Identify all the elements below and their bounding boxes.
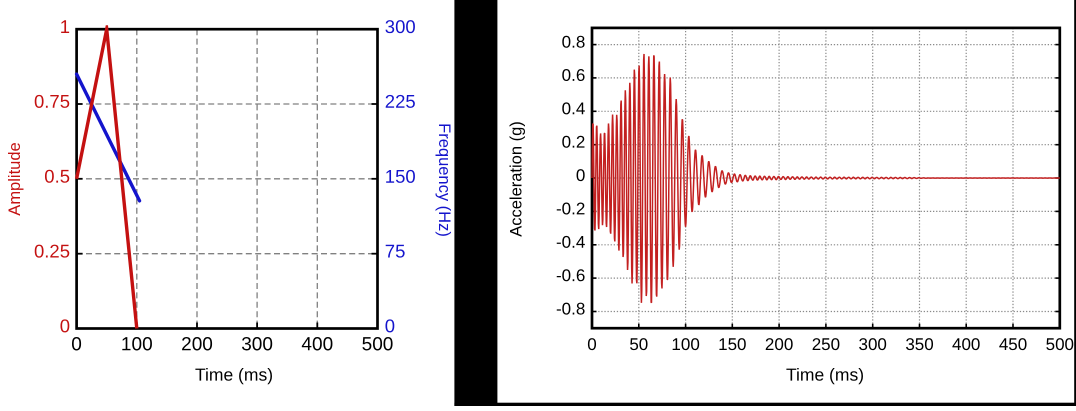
svg-text:400: 400 <box>952 335 980 354</box>
svg-text:1: 1 <box>60 16 70 37</box>
svg-text:75: 75 <box>385 241 406 262</box>
svg-text:-0.4: -0.4 <box>556 233 585 252</box>
svg-text:225: 225 <box>385 91 416 112</box>
svg-text:300: 300 <box>385 16 416 37</box>
svg-text:Frequency (Hz): Frequency (Hz) <box>435 123 453 237</box>
svg-text:450: 450 <box>999 335 1027 354</box>
svg-text:Time (ms): Time (ms) <box>786 365 864 385</box>
svg-text:Time (ms): Time (ms) <box>195 365 273 385</box>
svg-text:0.5: 0.5 <box>44 166 70 187</box>
svg-text:300: 300 <box>241 334 273 355</box>
svg-text:350: 350 <box>905 335 933 354</box>
svg-text:200: 200 <box>181 334 213 355</box>
svg-text:0.6: 0.6 <box>562 66 586 85</box>
svg-text:0: 0 <box>587 335 596 354</box>
svg-text:0: 0 <box>576 166 585 185</box>
svg-text:300: 300 <box>859 335 887 354</box>
svg-text:200: 200 <box>765 335 793 354</box>
svg-text:0.25: 0.25 <box>34 240 70 261</box>
svg-text:0.2: 0.2 <box>562 133 586 152</box>
svg-text:-0.2: -0.2 <box>556 199 585 218</box>
svg-text:150: 150 <box>718 335 746 354</box>
svg-text:500: 500 <box>362 334 394 355</box>
svg-text:Amplitude: Amplitude <box>6 142 24 215</box>
svg-text:250: 250 <box>812 335 840 354</box>
svg-text:50: 50 <box>629 335 648 354</box>
svg-text:0.4: 0.4 <box>562 99 586 118</box>
svg-text:0.8: 0.8 <box>562 33 586 52</box>
svg-text:0: 0 <box>60 315 70 336</box>
svg-text:100: 100 <box>671 335 699 354</box>
svg-text:0: 0 <box>385 315 395 336</box>
svg-text:0: 0 <box>71 334 82 355</box>
svg-text:400: 400 <box>301 334 333 355</box>
svg-text:150: 150 <box>385 166 416 187</box>
svg-text:Acceleration (g): Acceleration (g) <box>508 121 526 237</box>
svg-text:500: 500 <box>1046 335 1074 354</box>
svg-text:-0.6: -0.6 <box>556 266 585 285</box>
svg-text:100: 100 <box>121 334 153 355</box>
svg-text:0.75: 0.75 <box>34 91 70 112</box>
svg-text:-0.8: -0.8 <box>556 299 585 318</box>
